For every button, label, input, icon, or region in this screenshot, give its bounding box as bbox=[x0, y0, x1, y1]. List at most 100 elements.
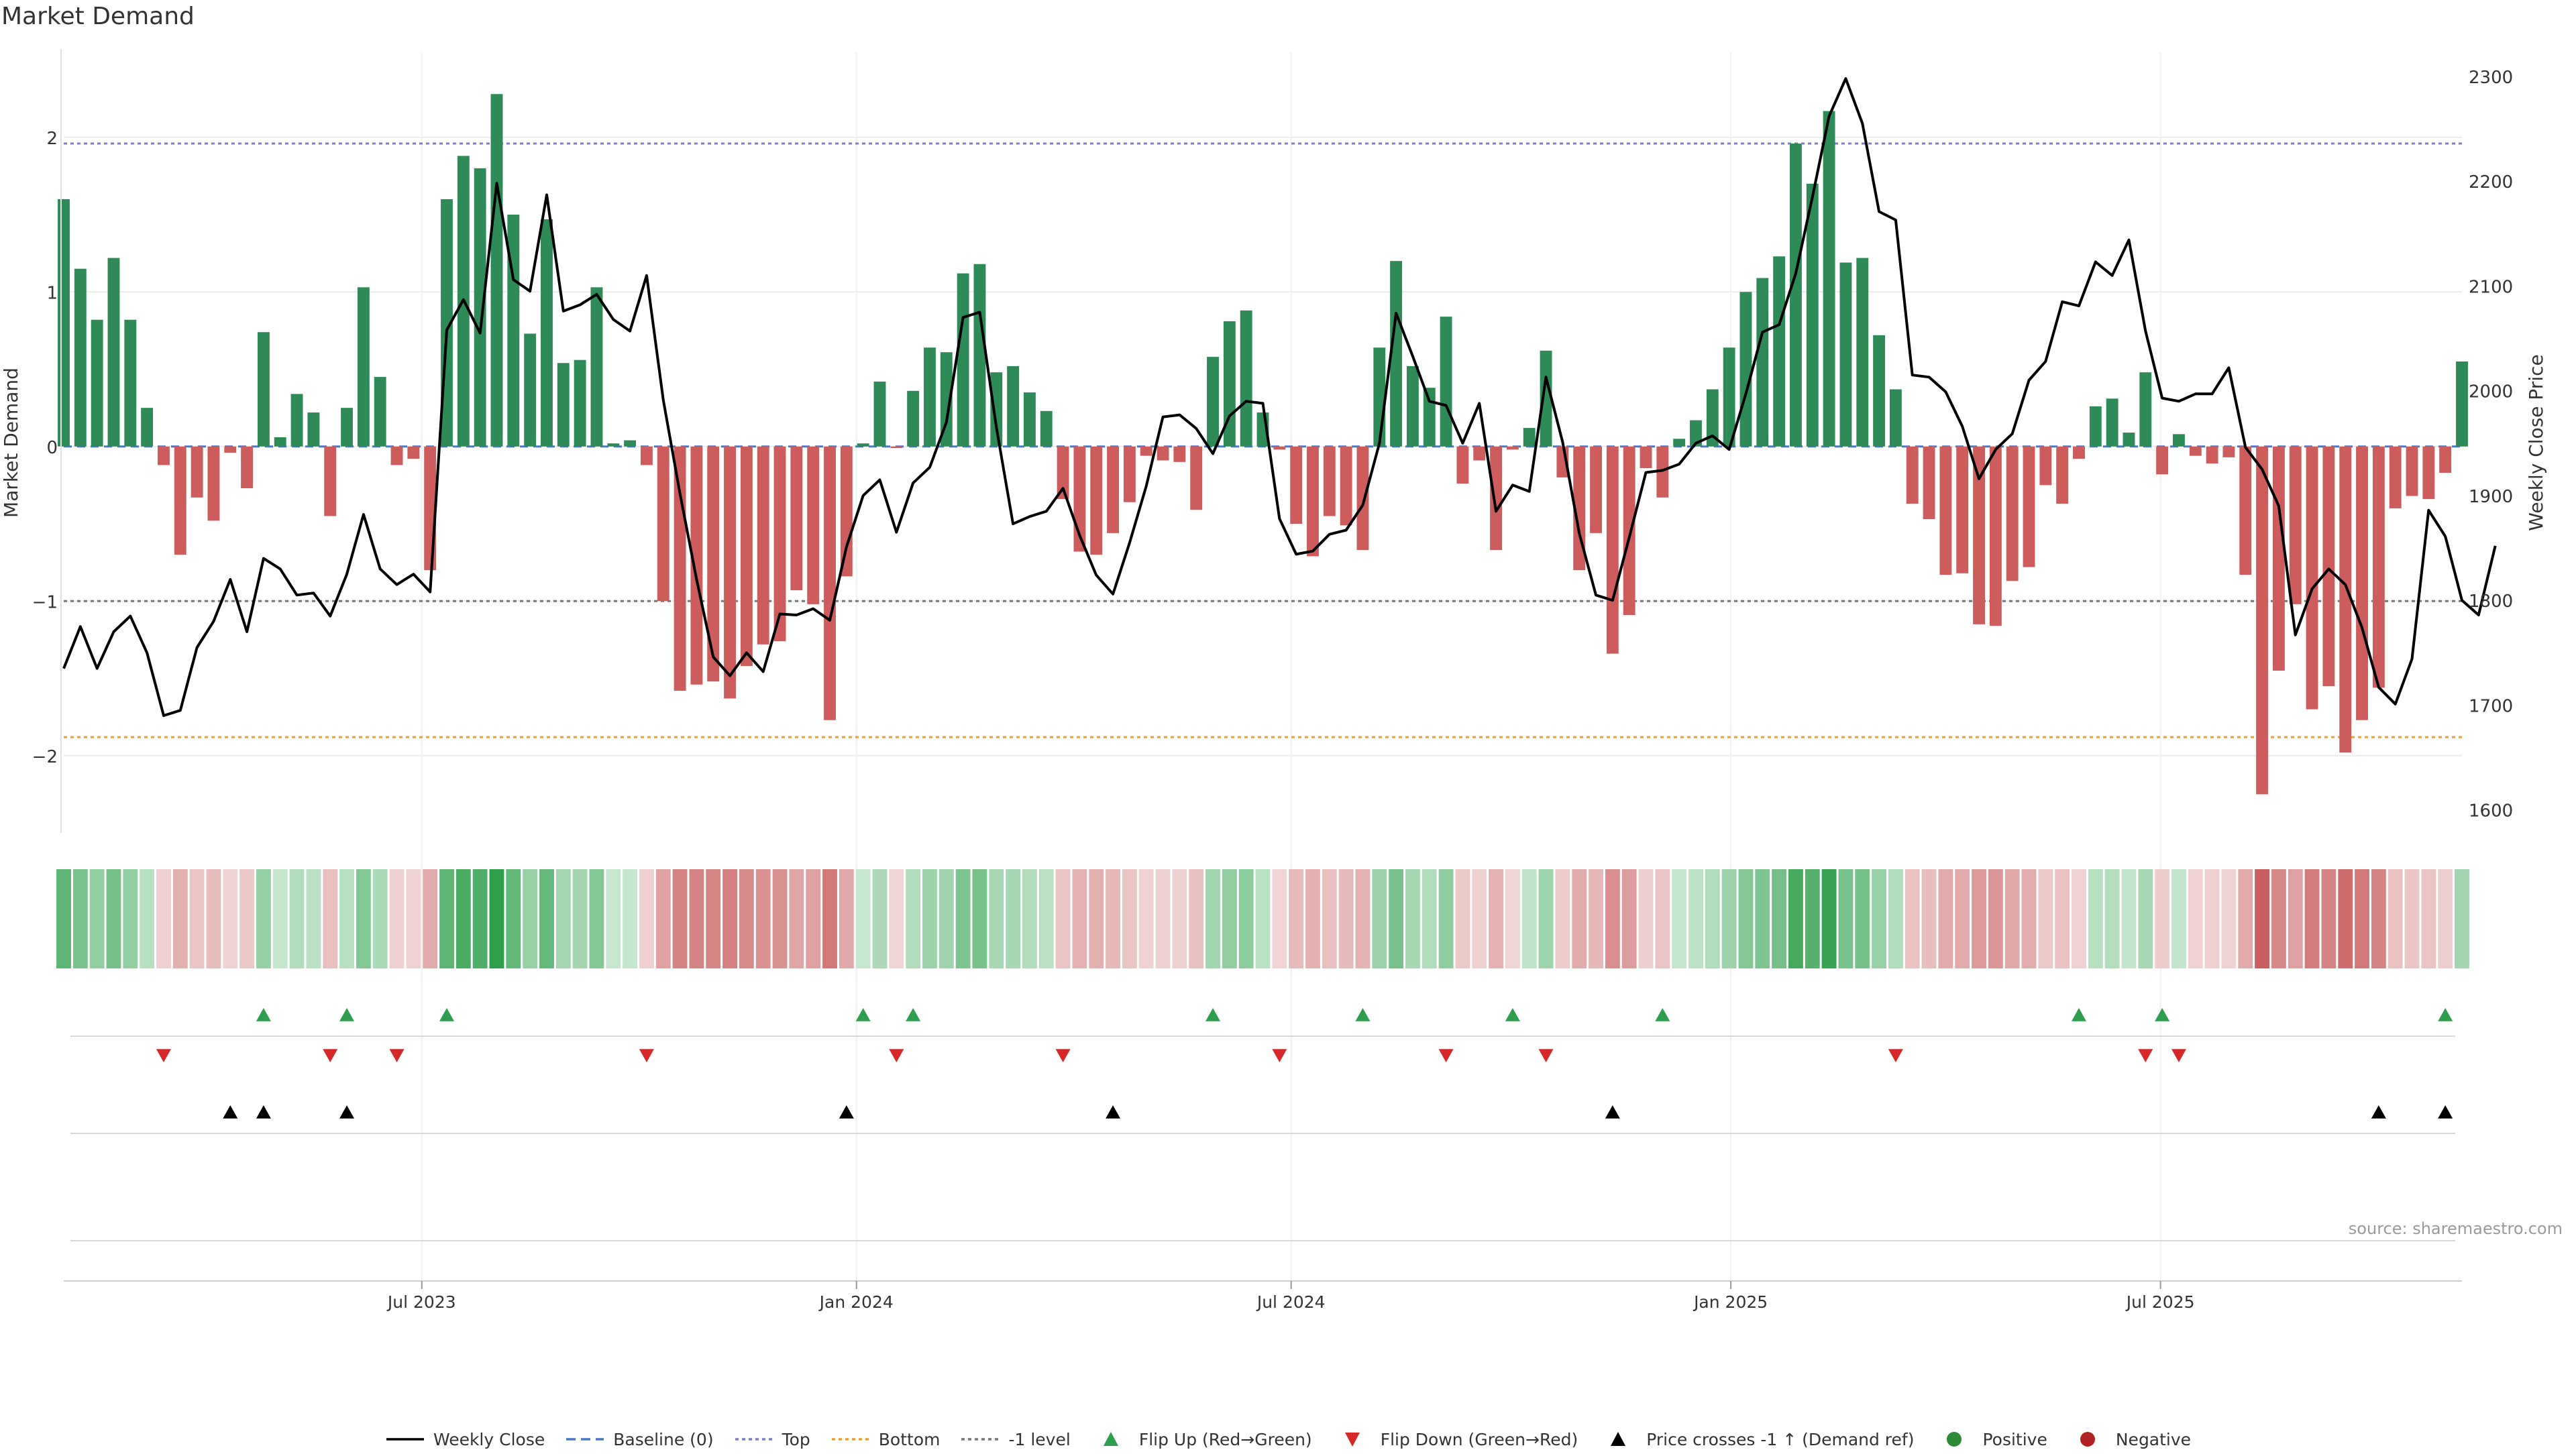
flip-down-marker bbox=[1272, 1049, 1287, 1062]
axes: 2 1 0 −1 −2 2300 2200 2100 2000 1900 1800 1700 1600 M… bbox=[0, 49, 2547, 833]
legend-item: Top bbox=[734, 1429, 810, 1449]
demand-bar bbox=[390, 446, 403, 465]
demand-strip-cell bbox=[955, 869, 971, 968]
demand-bar bbox=[873, 381, 886, 447]
dot-icon bbox=[735, 1438, 773, 1441]
demand-bar bbox=[557, 363, 570, 447]
demand-strip-cell bbox=[1721, 869, 1737, 968]
demand-bar bbox=[1923, 446, 1935, 520]
demand-bar bbox=[1590, 446, 1602, 533]
demand-strip-cell bbox=[2371, 869, 2386, 968]
demand-bar bbox=[640, 446, 653, 465]
demand-bar bbox=[174, 446, 186, 555]
demand-bar bbox=[2156, 446, 2169, 475]
demand-bar bbox=[1839, 262, 1852, 447]
demand-bar bbox=[1207, 357, 1219, 447]
source-annotation: source: sharemaestro.com bbox=[2348, 1219, 2563, 1238]
demand-strip-cell bbox=[672, 869, 688, 968]
demand-bar bbox=[1040, 410, 1053, 447]
demand-strip-cell bbox=[1189, 869, 1204, 968]
demand-strip-cell bbox=[655, 869, 671, 968]
demand-strip-cell bbox=[506, 869, 521, 968]
demand-strip-cell bbox=[589, 869, 604, 968]
demand-strip-cell bbox=[1389, 869, 1404, 968]
legend-item: Negative bbox=[2068, 1429, 2191, 1449]
demand-strip-cell bbox=[2255, 869, 2270, 968]
demand-bar bbox=[1456, 446, 1469, 484]
demand-bar bbox=[1790, 143, 1802, 447]
demand-bar bbox=[224, 446, 237, 453]
demand-strip-cell bbox=[1022, 869, 1037, 968]
legend-item: Baseline (0) bbox=[565, 1429, 714, 1449]
demand-heat-strip bbox=[56, 869, 2469, 968]
demand-strip-cell bbox=[1455, 869, 1470, 968]
y-tick-label: −1 bbox=[32, 592, 58, 612]
demand-strip-cell bbox=[706, 869, 721, 968]
demand-bar bbox=[2073, 446, 2085, 459]
demand-strip-cell bbox=[2171, 869, 2186, 968]
demand-strip-cell bbox=[806, 869, 821, 968]
demand-bar bbox=[1157, 446, 1169, 461]
demand-strip-cell bbox=[855, 869, 871, 968]
demand-strip-cell bbox=[2021, 869, 2037, 968]
demand-strip-cell bbox=[2155, 869, 2170, 968]
demand-bar bbox=[1107, 446, 1119, 533]
demand-bar bbox=[1656, 446, 1669, 498]
x-axis-ticks: Jul 2023 Jan 2024 Jul 2024 Jan 2025 Jul 2025 bbox=[64, 1280, 2462, 1312]
demand-bar bbox=[1706, 389, 1719, 447]
flip-down-marker bbox=[889, 1049, 904, 1062]
demand-strip-cell bbox=[739, 869, 754, 968]
demand-bar bbox=[2006, 446, 2019, 581]
y2-tick-label: 2300 bbox=[2469, 68, 2513, 88]
demand-bar bbox=[2256, 446, 2269, 795]
demand-strip-cell bbox=[306, 869, 321, 968]
demand-strip-cell bbox=[1089, 869, 1104, 968]
demand-bar bbox=[807, 446, 820, 604]
y2-tick-label: 1600 bbox=[2469, 801, 2513, 822]
demand-bar bbox=[2272, 446, 2285, 671]
demand-bar bbox=[590, 287, 603, 447]
demand-strip-cell bbox=[1655, 869, 1670, 968]
x-tick-label: Jan 2024 bbox=[818, 1292, 894, 1312]
demand-bar bbox=[257, 332, 270, 447]
demand-strip-cell bbox=[2404, 869, 2420, 968]
demand-bar bbox=[141, 408, 154, 447]
demand-bar bbox=[824, 446, 836, 720]
demand-bar bbox=[91, 319, 103, 447]
demand-bar bbox=[474, 168, 486, 447]
demand-strip-cell bbox=[2138, 869, 2153, 968]
legend-item: Price crosses -1 ↑ (Demand ref) bbox=[1598, 1429, 1914, 1449]
demand-bar bbox=[2439, 446, 2452, 473]
demand-strip-cell bbox=[1205, 869, 1220, 968]
demand-strip-cell bbox=[2188, 869, 2203, 968]
demand-strip-cell bbox=[472, 869, 488, 968]
demand-strip-cell bbox=[1755, 869, 1770, 968]
demand-strip-cell bbox=[123, 869, 138, 968]
demand-bar bbox=[407, 446, 420, 459]
flip-down-marker bbox=[1888, 1049, 1903, 1062]
demand-bar bbox=[2239, 446, 2252, 575]
demand-strip-cell bbox=[1955, 869, 1970, 968]
demand-bar bbox=[907, 390, 920, 447]
demand-strip-cell bbox=[206, 869, 221, 968]
demand-strip-cell bbox=[89, 869, 105, 968]
demand-bar bbox=[724, 446, 736, 699]
demand-strip-cell bbox=[2072, 869, 2086, 968]
demand-bar bbox=[1673, 439, 1686, 447]
demand-bar bbox=[1506, 446, 1519, 450]
demand-strip-cell bbox=[2455, 869, 2469, 968]
demand-strip-cell bbox=[172, 869, 188, 968]
demand-bar bbox=[2089, 406, 2102, 447]
demand-bar bbox=[1440, 317, 1452, 447]
demand-bar bbox=[191, 446, 203, 498]
demand-bar bbox=[657, 446, 669, 602]
demand-bar bbox=[1123, 446, 1136, 502]
demand-strip-cell bbox=[639, 869, 654, 968]
grid-layer bbox=[64, 52, 2462, 1281]
event-markers bbox=[70, 1008, 2455, 1241]
demand-bar bbox=[1956, 446, 1969, 573]
demand-bar bbox=[990, 372, 1003, 447]
demand-strip-cell bbox=[140, 869, 155, 968]
demand-bar bbox=[1873, 335, 1886, 447]
